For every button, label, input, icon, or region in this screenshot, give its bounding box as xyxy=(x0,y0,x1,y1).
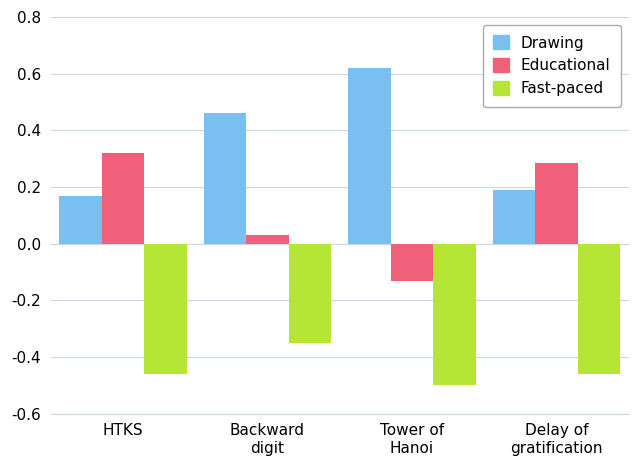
Bar xyxy=(246,235,289,244)
Bar xyxy=(578,244,620,374)
Legend: Drawing, Educational, Fast-paced: Drawing, Educational, Fast-paced xyxy=(483,25,621,106)
Bar xyxy=(493,190,535,244)
Bar xyxy=(535,163,578,244)
Bar xyxy=(433,244,476,385)
Bar xyxy=(144,244,187,374)
Bar xyxy=(289,244,332,343)
Bar xyxy=(59,196,102,244)
Bar xyxy=(391,244,433,281)
Bar xyxy=(204,113,246,244)
Bar xyxy=(348,68,391,244)
Bar xyxy=(102,153,144,244)
